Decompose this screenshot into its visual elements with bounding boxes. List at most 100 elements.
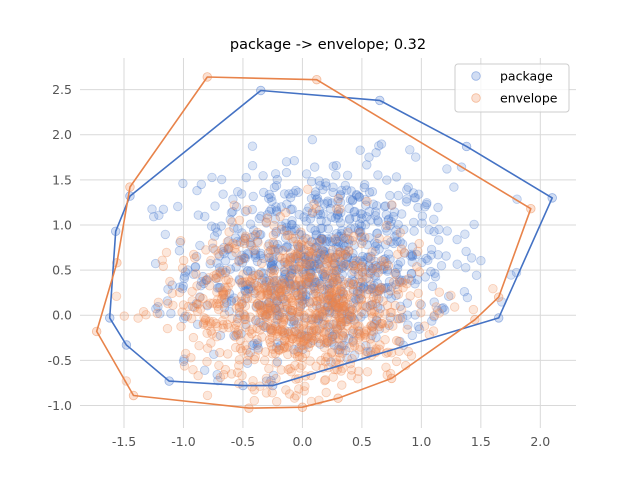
package-point xyxy=(329,330,339,340)
envelope-point xyxy=(284,389,295,399)
package-point xyxy=(250,252,261,263)
package-point xyxy=(262,210,273,220)
package-point xyxy=(349,240,360,250)
envelope-point xyxy=(362,325,372,335)
envelope-point xyxy=(247,382,257,392)
package-point xyxy=(297,292,308,302)
envelope-point xyxy=(287,234,297,244)
envelope-point xyxy=(331,293,342,303)
package-point xyxy=(360,264,371,275)
envelope-point xyxy=(354,329,365,339)
envelope-point xyxy=(350,319,360,329)
envelope-point xyxy=(292,250,303,261)
package-point xyxy=(342,252,353,262)
package-point xyxy=(334,231,344,242)
envelope-point xyxy=(210,245,220,255)
envelope-point xyxy=(321,387,331,398)
package-point xyxy=(288,264,299,274)
package-point xyxy=(332,210,342,220)
package-point xyxy=(277,221,287,231)
envelope-point xyxy=(248,285,259,296)
package-point xyxy=(266,192,276,203)
package-point xyxy=(236,329,246,339)
package-point xyxy=(333,196,343,207)
package-point xyxy=(309,260,320,270)
package-point xyxy=(403,320,413,330)
envelope-point xyxy=(346,365,357,375)
envelope-point xyxy=(327,300,338,310)
envelope-point xyxy=(334,305,344,316)
package-point xyxy=(221,297,232,308)
package-point xyxy=(291,280,301,290)
package-point xyxy=(359,309,369,319)
envelope-point xyxy=(267,349,278,359)
package-point xyxy=(370,270,380,281)
envelope-point xyxy=(298,251,309,261)
package-point xyxy=(174,246,185,256)
package-point xyxy=(297,284,307,294)
envelope-point xyxy=(269,244,279,255)
envelope-point xyxy=(265,303,276,313)
envelope-point xyxy=(364,274,374,284)
package-point xyxy=(281,242,291,253)
envelope-point xyxy=(328,263,339,273)
package-point xyxy=(154,210,164,221)
package-point xyxy=(382,258,392,269)
package-point xyxy=(359,282,369,292)
envelope-point xyxy=(212,321,222,332)
envelope-point xyxy=(321,338,332,348)
package-point xyxy=(310,283,320,293)
package-point xyxy=(380,201,391,211)
package-point xyxy=(325,236,335,247)
envelope-point xyxy=(235,335,246,346)
envelope-point xyxy=(275,252,285,262)
package-point xyxy=(338,261,348,271)
envelope-point xyxy=(208,298,218,308)
package-point xyxy=(287,268,297,279)
package-point xyxy=(319,284,330,295)
package-point xyxy=(268,370,279,381)
envelope-point xyxy=(301,270,312,281)
package-point xyxy=(287,204,297,214)
package-point xyxy=(195,292,205,302)
package-point xyxy=(247,204,258,215)
envelope-point xyxy=(234,215,245,226)
envelope-point xyxy=(239,253,249,264)
envelope-point xyxy=(309,323,320,333)
envelope-point xyxy=(291,391,301,401)
envelope-point xyxy=(275,275,285,286)
package-point xyxy=(337,317,347,327)
package-point xyxy=(328,297,338,307)
y-tick-label: 1.0 xyxy=(52,217,72,232)
package-point xyxy=(191,298,202,309)
package-point xyxy=(344,333,354,344)
package-point xyxy=(391,290,401,301)
envelope-point xyxy=(340,317,350,327)
envelope-point xyxy=(230,324,240,334)
envelope-point xyxy=(379,261,390,271)
package-point xyxy=(348,298,359,308)
envelope-point xyxy=(308,296,319,307)
package-point xyxy=(272,296,283,306)
package-point xyxy=(354,192,364,202)
package-point xyxy=(207,172,217,183)
package-point xyxy=(359,182,370,193)
package-point xyxy=(370,246,381,257)
package-point xyxy=(383,289,394,299)
package-point xyxy=(240,206,251,217)
package-point xyxy=(314,176,324,186)
package-point xyxy=(280,278,290,289)
package-point xyxy=(319,272,329,282)
package-point xyxy=(231,262,241,272)
envelope-point xyxy=(119,311,130,321)
envelope-point xyxy=(279,302,289,313)
envelope-point xyxy=(434,287,445,297)
envelope-point xyxy=(177,263,188,273)
package-point xyxy=(407,242,418,252)
envelope-point xyxy=(242,293,253,304)
package-point xyxy=(300,331,310,341)
envelope-point xyxy=(274,303,285,314)
envelope-point xyxy=(277,326,287,337)
envelope-point xyxy=(213,249,223,259)
envelope-point xyxy=(230,342,241,353)
